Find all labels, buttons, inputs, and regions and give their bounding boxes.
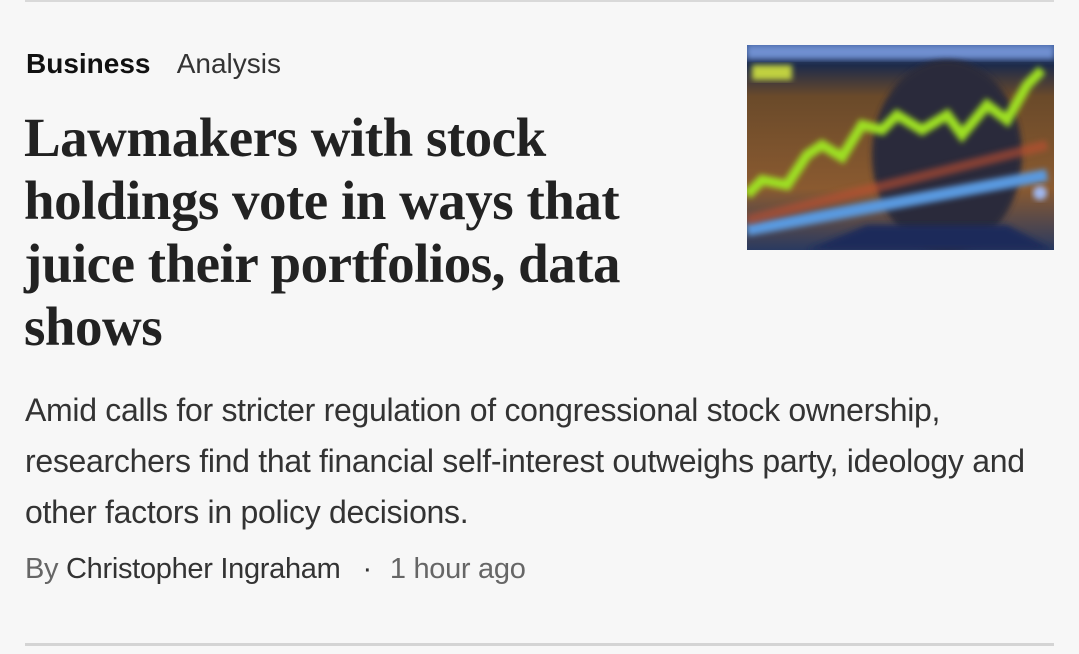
separator-dot: · bbox=[362, 553, 373, 585]
article-type-label: Analysis bbox=[176, 48, 281, 79]
stock-chart-photo bbox=[747, 45, 1054, 250]
headline-link[interactable]: Lawmakers with stock holdings vote in wa… bbox=[24, 107, 621, 357]
article-summary: Amid calls for stricter regulation of co… bbox=[25, 392, 1025, 530]
author-link[interactable]: Christopher Ingraham bbox=[66, 553, 341, 585]
top-divider bbox=[25, 0, 1054, 2]
section-link[interactable]: Business bbox=[26, 48, 151, 79]
byline-prefix: By bbox=[25, 553, 59, 585]
kicker: Business Analysis bbox=[26, 48, 281, 80]
byline: By Christopher Ingraham · 1 hour ago bbox=[25, 553, 526, 586]
bottom-divider bbox=[25, 643, 1054, 646]
article-thumbnail[interactable] bbox=[747, 45, 1054, 250]
timestamp: 1 hour ago bbox=[389, 553, 526, 585]
